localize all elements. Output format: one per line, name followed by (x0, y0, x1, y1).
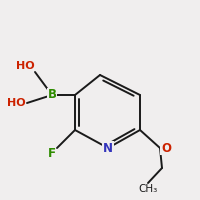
Text: CH₃: CH₃ (138, 184, 158, 194)
Text: O: O (161, 142, 171, 154)
Text: HO: HO (16, 61, 35, 71)
Text: N: N (103, 142, 113, 154)
Text: F: F (48, 147, 56, 160)
Text: B: B (48, 88, 57, 102)
Text: HO: HO (7, 98, 26, 108)
